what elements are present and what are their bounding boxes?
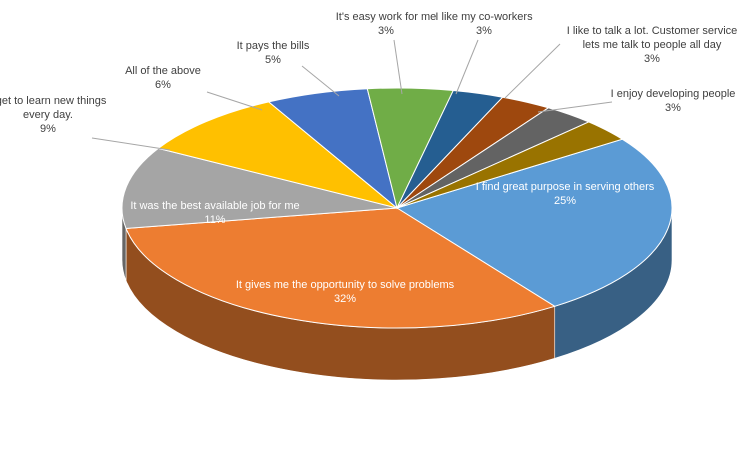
leader-lines — [91, 39, 613, 151]
data-label-pct-5: 5% — [265, 54, 281, 66]
leader-line-4 — [206, 91, 263, 111]
data-label-text-9: I enjoy developing people — [611, 88, 736, 100]
data-label-pct-0: 25% — [554, 195, 576, 207]
leader-line-8 — [504, 43, 561, 99]
data-label-5: It pays the bills 5% — [237, 40, 310, 66]
data-label-text-4: All of the above — [125, 65, 201, 77]
slice-2 — [121, 147, 398, 229]
pie-top — [121, 87, 673, 329]
data-label-text-3: every day. — [23, 109, 73, 121]
data-labels: I find great purpose in serving others 25… — [0, 11, 737, 305]
data-label-text-6: It's easy work for me — [336, 11, 437, 23]
data-label-pct-2: 11% — [204, 214, 225, 226]
data-label-pct-9: 3% — [665, 102, 681, 114]
leader-line-7 — [455, 39, 479, 95]
data-label-pct-1: 32% — [334, 293, 356, 305]
slice-0 — [395, 138, 673, 307]
data-label-0: I find great purpose in serving others 25… — [476, 181, 655, 207]
data-label-pct-6: 3% — [378, 25, 394, 37]
data-label-text-8: I like to talk a lot. Customer service — [567, 25, 738, 37]
data-label-text-7: I like my co-workers — [435, 11, 533, 23]
data-label-3: I get to learn new things every day. 9% — [0, 95, 107, 135]
leader-line-3 — [91, 137, 171, 151]
data-label-pct-3: 9% — [40, 123, 56, 135]
leader-line-5 — [301, 65, 340, 97]
data-label-pct-8: 3% — [644, 53, 660, 65]
slice-3 — [157, 101, 398, 209]
data-label-8: I like to talk a lot. Customer service le… — [567, 25, 738, 65]
data-label-text-8: lets me talk to people all day — [583, 39, 722, 51]
data-label-text-5: It pays the bills — [237, 40, 310, 52]
data-label-1: It gives me the opportunity to solve pro… — [236, 279, 455, 305]
data-label-7: I like my co-workers 3% — [435, 11, 533, 37]
slice-1 — [125, 207, 556, 329]
data-label-text-2: It was the best available job for me — [130, 200, 299, 212]
data-label-text-3: I get to learn new things — [0, 95, 107, 107]
leader-line-6 — [393, 39, 403, 95]
data-label-text-0: I find great purpose in serving others — [476, 181, 655, 193]
slice-9 — [396, 121, 624, 209]
data-label-2: It was the best available job for me 11% — [130, 200, 299, 226]
data-label-6: It's easy work for me 3% — [336, 11, 437, 37]
data-label-text-1: It gives me the opportunity to solve pro… — [236, 279, 455, 291]
data-label-pct-7: 3% — [476, 25, 492, 37]
data-label-4: All of the above 6% — [125, 65, 201, 91]
leader-line-9 — [537, 101, 613, 113]
data-label-9: I enjoy developing people 3% — [611, 88, 736, 114]
data-label-pct-4: 6% — [155, 79, 171, 91]
